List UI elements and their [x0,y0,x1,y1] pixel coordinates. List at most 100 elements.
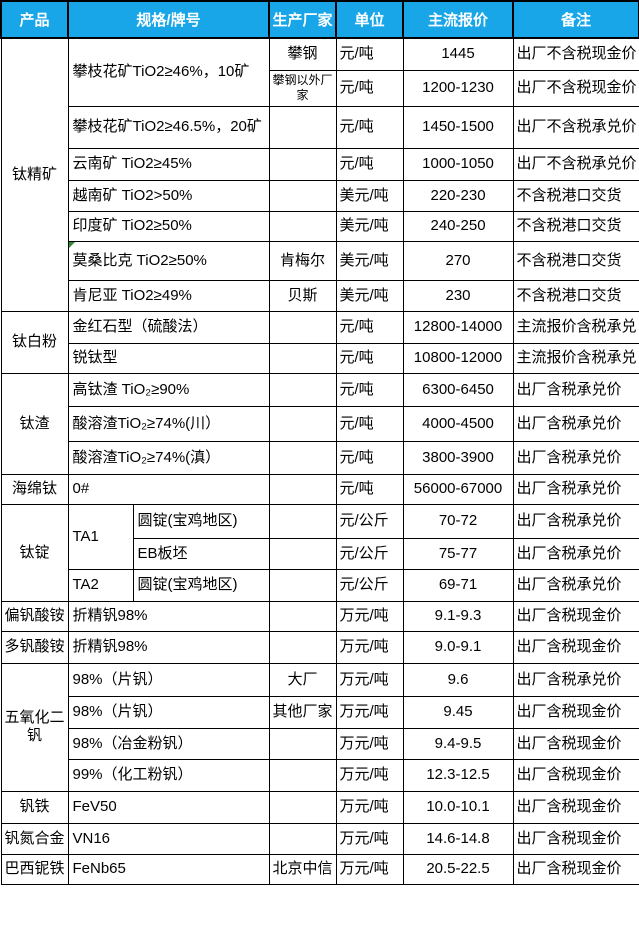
price-cell: 9.6 [402,662,514,697]
note-cell: 出厂含税现金价 [512,600,639,632]
cell-text: 折精钒98% [72,607,148,625]
cell-text: 270 [445,251,471,269]
vendor-cell [268,758,337,792]
price-cell: 12.3-12.5 [402,758,514,792]
price-cell: 1445 [402,37,514,71]
cell-text: 圆锭(宝鸡地区) [137,512,238,530]
note-cell: 出厂不含税承兑价 [512,147,639,181]
cell-text: 75-77 [438,544,478,562]
note-cell: 出厂含税现金价 [512,695,639,729]
cell-text: 圆锭(宝鸡地区) [137,576,238,594]
cell-text: 攀钢 [287,45,318,63]
cell-text: 98%（冶金粉钒） [72,734,193,752]
cell-text: 美元/吨 [339,286,389,304]
product-cell: 偏钒酸铵 [0,600,69,632]
product-cell: 钛白粉 [0,310,69,374]
unit-cell: 元/吨 [335,105,404,149]
cell-text: 出厂不含税现金价 [516,45,637,63]
cell-text: 1200-1230 [422,79,494,97]
cell-text: 折精钒98% [72,638,148,656]
cell-text: 出厂含税承兑价 [516,670,622,688]
price-cell: 10800-12000 [402,342,514,374]
unit-cell: 美元/吨 [335,210,404,242]
cell-text: 元/公斤 [339,512,389,530]
note-cell: 出厂含税承兑价 [512,662,639,697]
price-cell: 10.0-10.1 [402,790,514,824]
cell-text: 不含税港口交货 [516,251,622,269]
note-cell: 出厂不含税承兑价 [512,105,639,149]
table-row: 钛白粉 金红石型（硫酸法） 元/吨 12800-14000 主流报价含税承兑 [0,310,639,374]
product-cell: 钒氮合金 [0,822,69,855]
unit-cell: 元/公斤 [335,537,404,570]
cell-text: 98%（片钒） [72,670,163,688]
note-cell: 出厂含税现金价 [512,822,639,855]
cell-text: 出厂含税现金价 [516,829,622,847]
cell-text: 4000-4500 [422,414,494,432]
note-cell: 出厂不含税现金价 [512,37,639,71]
header-row: 产品 规格/牌号 生产厂家 单位 主流报价 备注 [0,0,639,39]
cell-text: 元/吨 [339,448,374,466]
vendor-cell [268,405,337,442]
table-row: 五氧化二钒 98%（片钒） 大厂 万元/吨 9.6 出厂含税承兑价 [0,662,639,792]
cell-text: 万元/吨 [339,607,389,625]
vendor-cell [268,342,337,374]
spec-cell: 印度矿 TiO2≥50% [67,210,270,242]
cell-text: 98%（片钒） [72,703,163,721]
cell-text: 其他厂家 [272,703,333,721]
vendor-cell [268,503,337,539]
spec-cell: 云南矿 TiO2≥45% [67,147,270,181]
note-cell: 不含税港口交货 [512,179,639,212]
unit-cell: 元/吨 [335,440,404,475]
cell-text: 不含税港口交货 [516,217,622,235]
vendor-cell [268,179,337,212]
price-cell: 1000-1050 [402,147,514,181]
spec2-cell: EB板坯 [132,537,270,570]
cell-text: 莫桑比克 TiO2≥50% [72,251,207,269]
unit-cell: 万元/吨 [335,758,404,792]
table-row: 海绵钛 0# 元/吨 56000-67000 出厂含税承兑价 [0,473,639,505]
table-header: 产品 规格/牌号 生产厂家 单位 主流报价 备注 [0,0,639,39]
table-row: 98%（片钒） 其他厂家 万元/吨 9.45 出厂含税现金价 [1,695,639,729]
vendor-cell [268,310,337,344]
vendor-cell [268,473,337,505]
cell-text: 肯梅尔 [280,251,326,269]
note-cell: 不含税港口交货 [512,279,639,312]
unit-cell: 元/吨 [335,37,404,71]
vendor-cell: 攀钢以外厂家 [268,69,337,107]
cell-text: 元/吨 [339,79,374,97]
cell-text: 出厂含税承兑价 [516,512,622,530]
vendor-cell [268,537,337,570]
vendor-cell: 肯梅尔 [268,240,337,281]
cell-text: 出厂含税现金价 [516,607,622,625]
table-row: 巴西铌铁 FeNb65 北京中信 万元/吨 20.5-22.5 出厂含税现金价 [0,853,639,885]
unit-cell: 万元/吨 [335,662,404,697]
cell-text: 锐钛型 [72,349,118,367]
cell-text: 万元/吨 [339,766,389,784]
cell-text: 元/吨 [339,318,374,336]
spec-cell: VN16 [67,822,270,855]
spec-cell: 酸溶渣TiO₂≥74%(滇） [67,440,270,475]
table-body: 钛精矿 攀枝花矿TiO2≥46%，10矿 攀钢 元/吨 1445 出厂不含税现金价 攀钢以外… [0,37,639,885]
cell-text: 多钒酸铵 [4,638,65,656]
cell-text: 69-71 [438,576,478,594]
note-cell: 出厂含税现金价 [512,790,639,824]
cell-text: 1000-1050 [422,155,494,173]
note-cell: 出厂含税现金价 [512,758,639,792]
note-cell: 主流报价含税承兑 [512,342,639,374]
cell-text: 10.0-10.1 [426,798,490,816]
unit-cell: 元/吨 [335,372,404,407]
cell-text: FeNb65 [72,860,126,878]
table-row: 酸溶渣TiO₂≥74%(川） 元/吨 4000-4500 出厂含税承兑价 [1,405,639,442]
cell-text: 高钛渣 TiO₂≥90% [72,380,190,398]
cell-text: 出厂含税现金价 [516,798,622,816]
table-row: 肯尼亚 TiO2≥49% 贝斯 美元/吨 230 不含税港口交货 [1,279,639,312]
spec-cell: 肯尼亚 TiO2≥49% [67,279,270,312]
table-row: TA2 圆锭(宝鸡地区) 元/公斤 69-71 出厂含税承兑价 [1,568,639,602]
cell-text: 五氧化二钒 [4,709,65,745]
spec-cell: 越南矿 TiO2>50% [67,179,270,212]
cell-text: 酸溶渣TiO₂≥74%(滇） [72,448,221,466]
cell-text: 偏钒酸铵 [4,607,65,625]
cell-text: 9.1-9.3 [434,607,482,625]
unit-cell: 美元/吨 [335,279,404,312]
spec2-cell: 圆锭(宝鸡地区) [132,503,270,539]
